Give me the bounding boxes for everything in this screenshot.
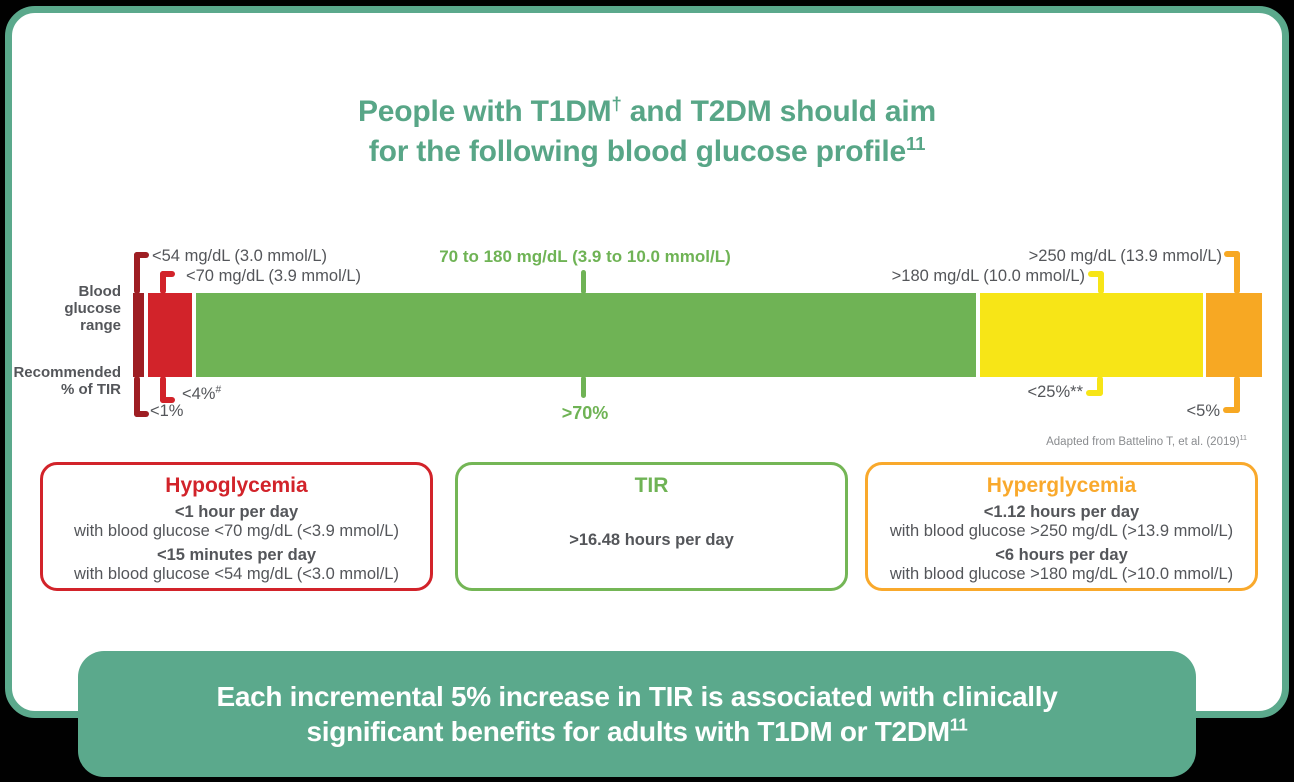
hypoglycemia-detail-2: with blood glucose <54 mg/dL (<3.0 mmol/… (74, 565, 399, 583)
annotation-low-range: <70 mg/dL (3.9 mmol/L) (186, 267, 362, 285)
label-low-pct-text: <4% (182, 385, 216, 403)
hyperglycemia-target-1: <1.12 hours per day (983, 503, 1140, 521)
key-message-text: Each incremental 5% increase in TIR is a… (216, 679, 1057, 749)
page-title-line2: for the following blood glucose profile1… (0, 132, 1294, 172)
hyperglycemia-target-2: <6 hours per day (995, 546, 1128, 564)
annotation-high-range: >180 mg/dL (10.0 mmol/L) (891, 267, 1085, 285)
annotation-in-range: 70 to 180 mg/dL (3.9 to 10.0 mmol/L) (439, 247, 731, 266)
row-label-line: % of TIR (61, 381, 121, 398)
tir-target: >16.48 hours per day (569, 531, 734, 549)
bar-segment-very-low (133, 293, 145, 377)
label-very-low-pct: <1% (150, 402, 184, 420)
tir-bar (133, 293, 1262, 377)
tir-box-title: TIR (634, 474, 669, 497)
bracket-very-low-top-arm (134, 252, 149, 258)
bar-segment-in-range (195, 293, 977, 377)
bar-segment-very-high (1206, 293, 1262, 377)
bracket-high-bottom-arm (1086, 390, 1103, 396)
source-footnote-superscript: 11 (1239, 434, 1247, 443)
bracket-high-top-stem (1098, 271, 1104, 294)
title-line2-text: for the following blood glucose profile (368, 135, 906, 168)
title-dagger-superscript: † (611, 93, 622, 114)
key-message-reference-superscript: 11 (949, 714, 968, 735)
bar-segment-low (147, 293, 193, 377)
bracket-very-low-bottom-arm (134, 411, 149, 417)
hypoglycemia-target-2: <15 minutes per day (156, 546, 317, 564)
bracket-very-high-top-stem (1234, 251, 1240, 294)
hyperglycemia-detail-2: with blood glucose >180 mg/dL (>10.0 mmo… (889, 565, 1234, 583)
source-footnote: Adapted from Battelino T, et al. (2019)1… (1046, 434, 1247, 448)
hypoglycemia-box-title: Hypoglycemia (165, 474, 308, 497)
bracket-low-bottom-stem (160, 376, 166, 403)
label-very-high-pct: <5% (1186, 402, 1220, 420)
tick-in-range-top (581, 270, 586, 294)
row-label-recommended-tir: Recommended % of TIR (0, 364, 121, 398)
key-message-line2: significant benefits for adults with T1D… (216, 714, 1057, 749)
bar-segment-high (979, 293, 1203, 377)
bracket-low-bottom-arm (160, 397, 175, 403)
bracket-low-top-arm (160, 271, 175, 277)
bracket-high-bottom-stem (1097, 376, 1103, 396)
label-low-pct: <4%# (182, 385, 221, 404)
label-high-pct: <25%** (983, 383, 1083, 402)
bracket-very-high-bottom-arm (1223, 407, 1240, 413)
bracket-very-low-top-stem (134, 252, 140, 294)
row-label-line: glucose (64, 300, 121, 317)
row-label-line: range (80, 317, 121, 334)
annotation-very-low-range: <54 mg/dL (3.0 mmol/L) (152, 247, 328, 265)
label-low-pct-superscript: # (215, 384, 222, 396)
label-high-pct-asterisks: ** (1070, 383, 1083, 401)
bracket-very-high-top-arm (1224, 251, 1240, 257)
page-title-line1: People with T1DM† and T2DM should aim (0, 92, 1294, 132)
hypoglycemia-target-1: <1 hour per day (174, 503, 299, 521)
row-label-line: Recommended (13, 364, 121, 381)
label-high-pct-text: <25% (1027, 383, 1071, 401)
hyperglycemia-box: Hyperglycemia <1.12 hours per day with b… (865, 462, 1258, 591)
bracket-low-top-stem (160, 271, 166, 294)
hyperglycemia-detail-1: with blood glucose >250 mg/dL (>13.9 mmo… (889, 522, 1234, 540)
bracket-very-high-bottom-stem (1234, 376, 1240, 413)
page-title: People with T1DM† and T2DM should aim fo… (0, 92, 1294, 172)
bracket-high-top-arm (1088, 271, 1104, 277)
title-line1-text: People with T1DM (357, 95, 612, 128)
key-message-line2-text: significant benefits for adults with T1D… (306, 716, 950, 747)
label-in-range-pct: >70% (561, 403, 609, 423)
hypoglycemia-detail-1: with blood glucose <70 mg/dL (<3.9 mmol/… (74, 522, 399, 540)
tick-in-range-bottom (581, 376, 586, 398)
key-message-banner: Each incremental 5% increase in TIR is a… (78, 651, 1196, 777)
source-footnote-text: Adapted from Battelino T, et al. (2019) (1046, 436, 1240, 448)
key-message-line1: Each incremental 5% increase in TIR is a… (216, 681, 1058, 712)
bracket-very-low-bottom-stem (134, 376, 140, 417)
title-reference-superscript: 11 (905, 133, 926, 154)
row-label-line: Blood (78, 283, 122, 300)
hypoglycemia-box: Hypoglycemia <1 hour per day with blood … (40, 462, 433, 591)
row-label-blood-glucose-range: Blood glucose range (0, 283, 121, 334)
annotation-very-high-range: >250 mg/dL (13.9 mmol/L) (1028, 247, 1222, 265)
title-line1-text2: and T2DM should aim (621, 95, 936, 128)
hyperglycemia-box-title: Hyperglycemia (986, 474, 1137, 497)
tir-box: TIR >16.48 hours per day (455, 462, 848, 591)
